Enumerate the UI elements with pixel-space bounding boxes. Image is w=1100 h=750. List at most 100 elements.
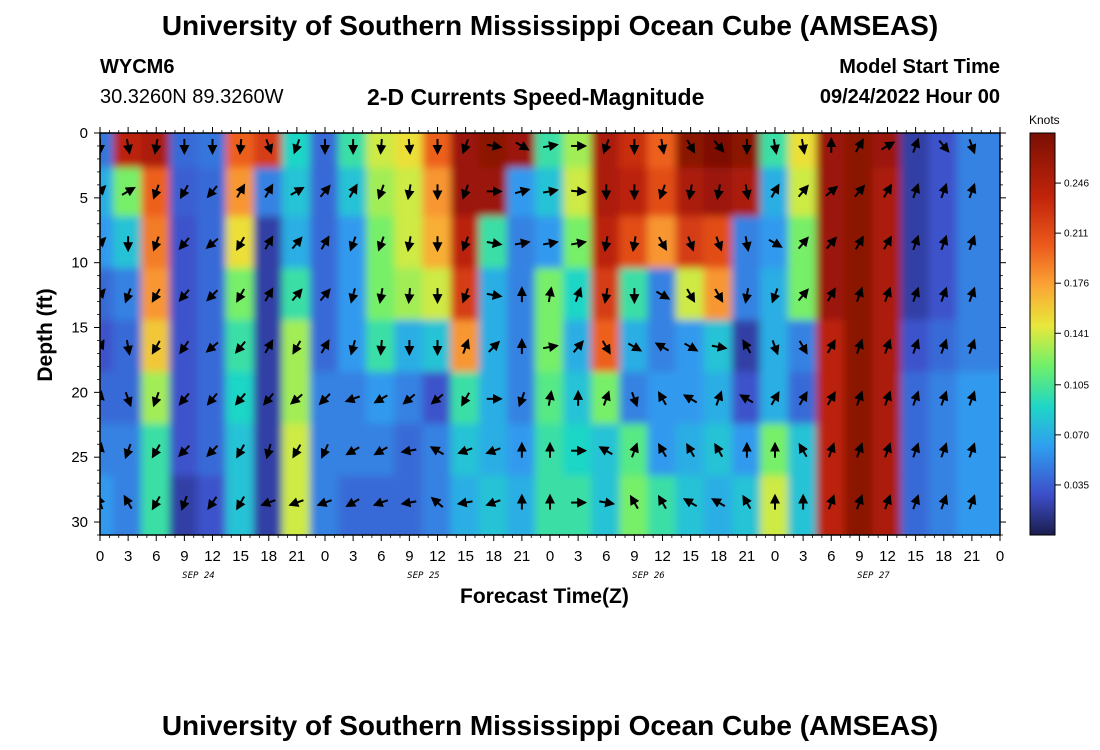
current-vector-arrow — [571, 186, 588, 197]
current-vector-arrow — [657, 138, 668, 155]
current-vector-arrow — [769, 138, 780, 155]
current-vector-arrow — [151, 340, 162, 355]
current-vector-arrow — [179, 184, 190, 200]
colorbar-tick-label: 0.176 — [1064, 279, 1089, 290]
heatmap-cell — [956, 423, 1000, 478]
heatmap-cell — [534, 167, 566, 219]
current-vector-arrow — [430, 393, 444, 405]
x-tick-label: 21 — [739, 548, 756, 565]
current-vector-arrow — [151, 184, 162, 200]
current-vector-arrow — [179, 340, 190, 355]
current-vector-arrow — [966, 442, 977, 458]
current-vector-arrow — [205, 237, 219, 250]
colorbar-tick-label: 0.105 — [1064, 380, 1089, 391]
current-vector-arrow — [910, 137, 920, 153]
x-tick-label: 6 — [152, 548, 160, 565]
heatmap-cell — [100, 475, 116, 535]
current-vector-arrow — [517, 391, 527, 408]
heatmap-cell — [197, 133, 228, 170]
current-vector-arrow — [826, 494, 836, 510]
current-vector-arrow — [854, 390, 864, 406]
heatmap-cell — [788, 133, 819, 170]
current-vector-arrow — [100, 288, 106, 300]
heatmap-cell — [281, 167, 312, 219]
current-vector-arrow — [151, 444, 162, 459]
heatmap-cell — [591, 133, 622, 170]
current-vector-arrow — [151, 138, 162, 155]
current-vector-arrow — [601, 390, 611, 406]
current-vector-arrow — [798, 340, 808, 355]
current-vector-arrow — [938, 494, 949, 510]
current-vector-arrow — [373, 445, 388, 456]
station-id: WYCM6 — [100, 56, 175, 78]
heatmap-cell — [506, 133, 537, 170]
current-vector-arrow — [376, 138, 387, 155]
x-tick-label: 6 — [602, 548, 610, 565]
current-vector-arrow — [320, 235, 330, 250]
heatmap-cell — [956, 216, 1000, 271]
heatmap-cell — [225, 133, 256, 170]
current-vector-arrow — [741, 184, 752, 201]
current-vector-arrow — [966, 494, 977, 510]
current-vector-arrow — [966, 338, 977, 354]
heatmap-cell — [956, 320, 1000, 374]
current-vector-arrow — [654, 342, 670, 352]
heatmap-cell — [100, 423, 116, 478]
current-vector-arrow — [739, 394, 754, 404]
x-tick-label: 9 — [855, 548, 863, 565]
current-vector-arrow — [542, 342, 559, 353]
x-tick-label: 12 — [204, 548, 221, 565]
current-vector-arrow — [711, 341, 728, 352]
current-vector-arrow — [456, 497, 473, 508]
heatmap-cell — [956, 167, 1000, 219]
current-vector-arrow — [742, 288, 752, 304]
current-vector-arrow — [376, 288, 387, 304]
current-vector-arrow — [825, 185, 839, 197]
current-vector-arrow — [826, 391, 836, 406]
x-tick-label: 6 — [377, 548, 385, 565]
current-vector-arrow — [263, 339, 274, 354]
heatmap-cell — [844, 167, 875, 219]
current-vector-arrow — [263, 287, 274, 302]
current-vector-arrow — [657, 236, 668, 252]
current-vector-arrow — [461, 139, 471, 155]
y-axis: 0 5 10 15 20 25 30 — [71, 125, 1006, 536]
current-vector-arrow — [938, 234, 949, 251]
current-vector-arrow — [123, 339, 133, 356]
current-vector-arrow — [373, 394, 388, 404]
heatmap-cell — [816, 133, 847, 170]
current-vector-arrow — [742, 494, 752, 510]
current-vector-arrow — [686, 442, 696, 458]
current-vector-arrow — [629, 391, 639, 408]
heatmap-cell — [478, 167, 509, 219]
current-vector-arrow — [402, 393, 416, 405]
current-vector-arrow — [742, 339, 752, 354]
current-vector-arrow — [318, 393, 331, 406]
current-vector-arrow — [236, 288, 246, 303]
current-vector-arrow — [854, 138, 864, 153]
current-vector-arrow — [461, 184, 471, 200]
heatmap-cell — [100, 133, 116, 170]
current-vector-arrow — [234, 340, 246, 354]
current-vector-arrow — [741, 236, 752, 253]
page-title: University of Southern Mississippi Ocean… — [161, 10, 939, 41]
x-tick-label: 18 — [935, 548, 952, 565]
x-tick-label: 21 — [289, 548, 306, 565]
model-start-label: Model Start Time — [839, 56, 1000, 78]
x-tick-label: 6 — [827, 548, 835, 565]
current-vector-arrow — [319, 184, 331, 198]
current-vector-arrow — [938, 139, 950, 153]
current-vector-arrow — [123, 494, 133, 510]
x-tick-label: 0 — [546, 548, 554, 565]
x-tick-label: 0 — [96, 548, 104, 565]
heatmap-cell — [703, 133, 734, 170]
current-vector-arrow — [263, 183, 274, 198]
current-vector-arrow — [485, 445, 501, 456]
current-vector-arrow — [713, 288, 724, 303]
current-vector-arrow — [514, 186, 531, 197]
x-tick-label: 9 — [180, 548, 188, 565]
current-vector-arrow — [710, 498, 726, 508]
current-vector-arrow — [486, 238, 503, 248]
current-vector-arrow — [882, 338, 892, 354]
